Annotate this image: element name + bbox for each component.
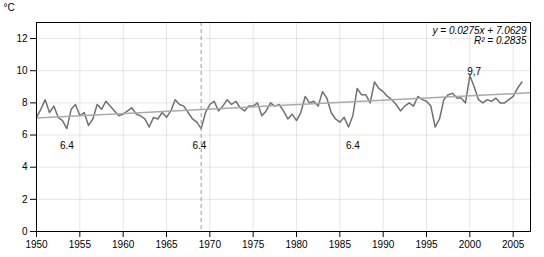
svg-text:6.4: 6.4 — [60, 140, 74, 151]
svg-text:12: 12 — [16, 33, 28, 44]
svg-text:9,7: 9,7 — [467, 66, 481, 77]
svg-text:y = 0.0275x + 7.0629R² = 0.283: y = 0.0275x + 7.0629R² = 0.2835 — [432, 25, 527, 46]
svg-text:1985: 1985 — [329, 239, 352, 250]
svg-text:2: 2 — [22, 194, 28, 205]
svg-text:2005: 2005 — [502, 239, 525, 250]
svg-text:8: 8 — [22, 97, 28, 108]
svg-text:°C: °C — [4, 2, 15, 13]
svg-text:1950: 1950 — [25, 239, 48, 250]
svg-text:4: 4 — [22, 161, 28, 172]
svg-text:2000: 2000 — [459, 239, 482, 250]
svg-text:1970: 1970 — [199, 239, 222, 250]
svg-text:1975: 1975 — [242, 239, 265, 250]
svg-text:1995: 1995 — [415, 239, 438, 250]
svg-text:6.4: 6.4 — [346, 140, 360, 151]
svg-text:0: 0 — [22, 226, 28, 237]
svg-text:10: 10 — [16, 65, 28, 76]
svg-text:1955: 1955 — [69, 239, 92, 250]
svg-text:1980: 1980 — [285, 239, 308, 250]
svg-text:6.4: 6.4 — [192, 140, 206, 151]
svg-text:6: 6 — [22, 129, 28, 140]
svg-text:1960: 1960 — [112, 239, 135, 250]
svg-text:1990: 1990 — [372, 239, 395, 250]
svg-text:1965: 1965 — [155, 239, 178, 250]
